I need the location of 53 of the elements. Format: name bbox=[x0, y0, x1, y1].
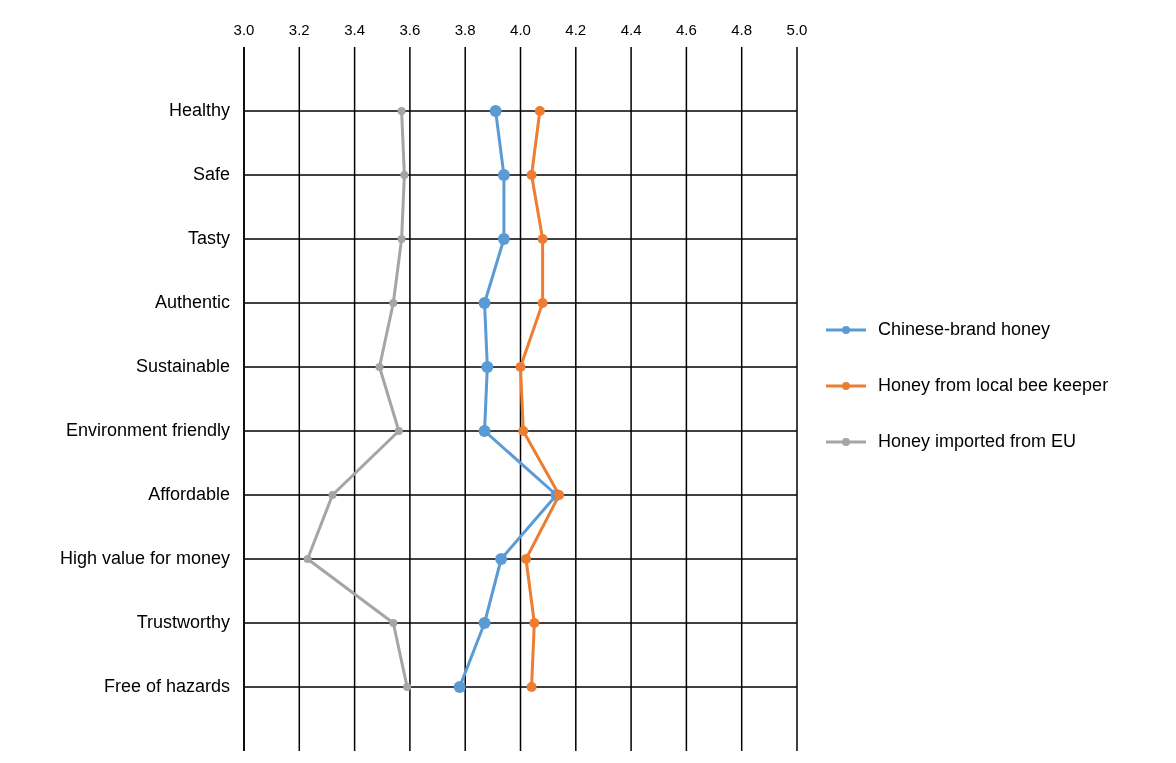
legend-label: Chinese-brand honey bbox=[878, 318, 1051, 339]
point bbox=[554, 490, 565, 500]
y-tick-label: Healthy bbox=[168, 99, 230, 120]
point bbox=[497, 169, 510, 181]
point bbox=[534, 106, 545, 116]
x-tick-label: 3.8 bbox=[454, 21, 476, 38]
legend-label: Honey from local bee keeper bbox=[878, 374, 1109, 395]
point bbox=[478, 297, 491, 309]
point bbox=[481, 361, 494, 373]
x-tick-label: 3.0 bbox=[233, 21, 255, 38]
point bbox=[478, 425, 491, 437]
x-tick-label: 4.0 bbox=[510, 21, 531, 38]
point bbox=[495, 553, 508, 565]
point bbox=[478, 617, 491, 629]
point bbox=[375, 363, 384, 371]
point bbox=[453, 681, 466, 693]
y-tick-label: Sustainable bbox=[135, 355, 230, 376]
point bbox=[303, 555, 312, 563]
x-tick-label: 3.4 bbox=[344, 21, 366, 38]
x-tick-label: 4.4 bbox=[620, 21, 642, 38]
x-tick-label: 3.6 bbox=[399, 21, 421, 38]
y-tick-label: Authentic bbox=[154, 291, 230, 312]
y-tick-label: Free of hazards bbox=[103, 675, 230, 696]
point bbox=[403, 683, 412, 691]
x-tick-label: 4.8 bbox=[731, 21, 753, 38]
x-tick-label: 4.6 bbox=[675, 21, 697, 38]
point bbox=[526, 170, 537, 180]
x-tick-label: 3.2 bbox=[288, 21, 310, 38]
point bbox=[518, 426, 529, 436]
point bbox=[526, 682, 537, 692]
point bbox=[529, 618, 540, 628]
point bbox=[537, 298, 548, 308]
point bbox=[328, 491, 337, 499]
point bbox=[389, 299, 398, 307]
x-tick-label: 4.2 bbox=[565, 21, 587, 38]
legend-label: Honey imported from EU bbox=[878, 430, 1077, 451]
point bbox=[397, 235, 406, 243]
y-tick-label: Tasty bbox=[187, 227, 230, 248]
point bbox=[497, 233, 510, 245]
point bbox=[521, 554, 532, 564]
y-tick-label: High value for money bbox=[59, 547, 230, 568]
x-tick-label: 5.0 bbox=[786, 21, 808, 38]
y-tick-label: Trustworthy bbox=[136, 611, 230, 632]
y-tick-label: Affordable bbox=[148, 483, 230, 504]
point bbox=[400, 171, 409, 179]
point bbox=[537, 234, 548, 244]
point bbox=[389, 619, 398, 627]
point bbox=[489, 105, 502, 117]
y-tick-label: Safe bbox=[192, 163, 230, 184]
point bbox=[394, 427, 403, 435]
point bbox=[515, 362, 526, 372]
y-tick-label: Environment friendly bbox=[65, 419, 230, 440]
point bbox=[397, 107, 406, 115]
